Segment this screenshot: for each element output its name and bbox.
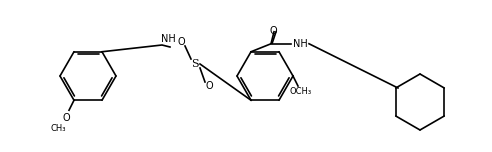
Text: NH: NH xyxy=(160,34,175,44)
Text: O: O xyxy=(205,81,213,91)
Text: CH₃: CH₃ xyxy=(50,124,66,133)
Text: S: S xyxy=(191,59,199,69)
Text: O: O xyxy=(177,37,185,47)
Text: OCH₃: OCH₃ xyxy=(290,88,312,97)
Text: NH: NH xyxy=(293,39,308,49)
Text: O: O xyxy=(62,113,70,123)
Text: O: O xyxy=(269,26,277,36)
